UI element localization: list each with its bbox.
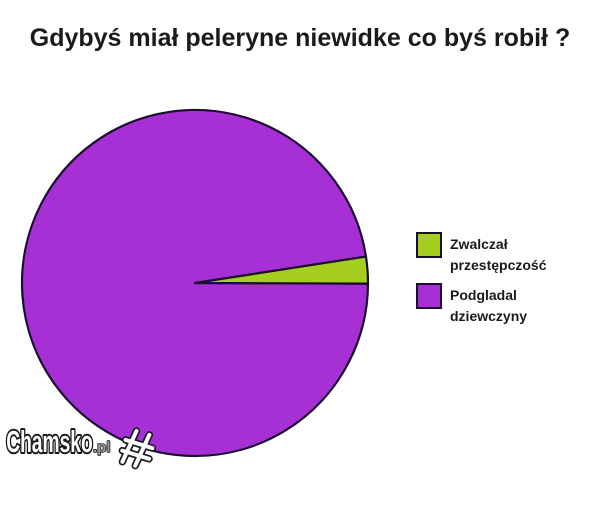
svg-text:.pl: .pl <box>93 439 111 456</box>
svg-text:Chamsko: Chamsko <box>6 426 92 460</box>
